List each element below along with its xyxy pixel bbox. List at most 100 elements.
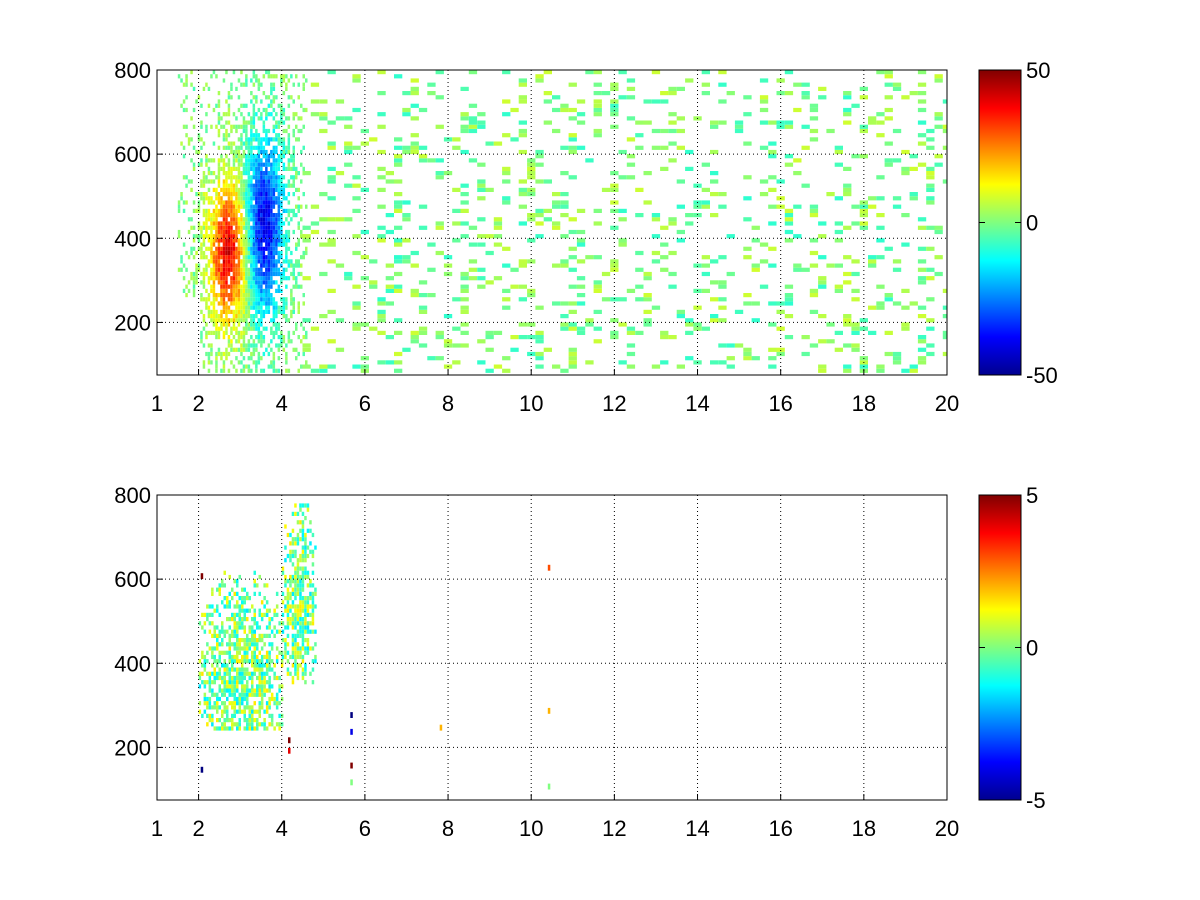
heatmap-cell — [460, 330, 469, 335]
heatmap-cell — [213, 680, 216, 685]
heatmap-cell — [285, 351, 288, 357]
heatmap-cell — [177, 200, 181, 205]
heatmap-cell — [260, 314, 263, 319]
heatmap-cell — [280, 663, 284, 668]
heatmap-cell — [352, 305, 361, 310]
heatmap-cell — [217, 171, 221, 176]
heatmap-cell — [211, 663, 214, 668]
heatmap-cell — [222, 183, 226, 188]
heatmap-cell — [225, 133, 228, 138]
heatmap-cell — [643, 293, 652, 298]
heatmap-cell — [460, 128, 469, 134]
heatmap-cell — [280, 722, 284, 727]
heatmap-cell — [685, 166, 694, 171]
heatmap-cell — [180, 196, 183, 201]
heatmap-cell — [260, 612, 264, 617]
heatmap-cell — [593, 128, 602, 134]
heatmap-cell — [292, 158, 295, 163]
heatmap-cell — [277, 255, 281, 260]
heatmap-cell — [668, 86, 677, 91]
heatmap-cell — [207, 293, 211, 298]
heatmap-cell — [203, 684, 207, 689]
heatmap-cell — [248, 675, 251, 681]
heatmap-cell — [468, 259, 478, 264]
heatmap-cell — [205, 217, 208, 222]
heatmap-cell — [250, 217, 253, 222]
heatmap-cell — [230, 82, 233, 87]
heatmap-cell — [876, 70, 885, 75]
heatmap-cell — [477, 196, 486, 201]
heatmap-cell — [245, 271, 248, 277]
heatmap-cell — [268, 688, 271, 693]
heatmap-cell — [260, 667, 264, 672]
heatmap-cell — [876, 225, 885, 230]
heatmap-cell — [280, 343, 283, 348]
heatmap-cell — [222, 259, 226, 264]
heatmap-cell — [296, 612, 300, 617]
heatmap-cell — [260, 688, 264, 693]
heatmap-cell — [801, 267, 810, 272]
heatmap-cell — [205, 192, 208, 197]
heatmap-cell — [202, 86, 206, 91]
heatmap-cell — [235, 339, 238, 344]
heatmap-cell — [235, 229, 238, 235]
heatmap-cell — [280, 330, 283, 335]
heatmap-cell — [202, 234, 206, 239]
heatmap-cell — [222, 213, 226, 218]
heatmap-cell — [485, 335, 494, 340]
heatmap-cell — [285, 318, 288, 323]
heatmap-cell — [246, 688, 249, 693]
heatmap-cell — [301, 587, 305, 592]
heatmap-cell — [552, 301, 561, 306]
heatmap-cell — [859, 318, 868, 323]
heatmap-cell — [926, 343, 935, 348]
heatmap-cell — [231, 667, 234, 672]
heatmap-cell — [502, 179, 511, 184]
heatmap-cell — [272, 280, 276, 285]
heatmap-cell — [263, 633, 266, 638]
heatmap-cell — [306, 642, 310, 647]
heatmap-cell — [212, 217, 216, 222]
heatmap-cell — [270, 293, 273, 298]
heatmap-cell — [246, 667, 249, 672]
heatmap-cell — [250, 280, 253, 285]
heatmap-cell — [270, 267, 273, 272]
heatmap-cell — [258, 705, 261, 710]
heatmap-cell — [222, 309, 226, 314]
heatmap-cell — [227, 242, 231, 247]
heatmap-cell — [256, 692, 259, 697]
heatmap-cell — [250, 301, 253, 306]
heatmap-cell — [701, 255, 710, 260]
heatmap-cell — [272, 225, 276, 230]
heatmap-cell — [250, 124, 253, 129]
heatmap-cell — [502, 171, 511, 176]
heatmap-cell — [252, 120, 256, 125]
heatmap-cell — [222, 158, 226, 163]
heatmap-cell — [247, 149, 251, 155]
heatmap-cell — [207, 263, 211, 268]
heatmap-cell — [626, 175, 636, 180]
heatmap-cell — [230, 288, 233, 293]
heatmap-cell — [265, 229, 268, 235]
heatmap-cell — [427, 267, 436, 272]
heatmap-cell — [227, 255, 231, 260]
heatmap-cell — [247, 229, 251, 235]
x-tick-label: 16 — [768, 391, 792, 416]
heatmap-cell — [237, 259, 241, 264]
heatmap-cell — [260, 204, 263, 209]
heatmap-cell — [410, 141, 419, 146]
heatmap-cell — [301, 608, 305, 613]
heatmap-cell — [262, 301, 266, 306]
heatmap-cell — [225, 217, 228, 222]
heatmap-cell — [242, 242, 246, 247]
heatmap-cell — [296, 574, 300, 580]
heatmap-cell — [310, 82, 320, 87]
heatmap-cell — [668, 141, 677, 146]
heatmap-cell — [211, 646, 214, 651]
heatmap-cell — [460, 149, 469, 155]
heatmap-cell — [240, 293, 243, 298]
heatmap-cell — [202, 326, 206, 331]
heatmap-cell — [233, 705, 236, 710]
heatmap-cell — [901, 305, 910, 310]
heatmap-cell — [236, 600, 239, 605]
